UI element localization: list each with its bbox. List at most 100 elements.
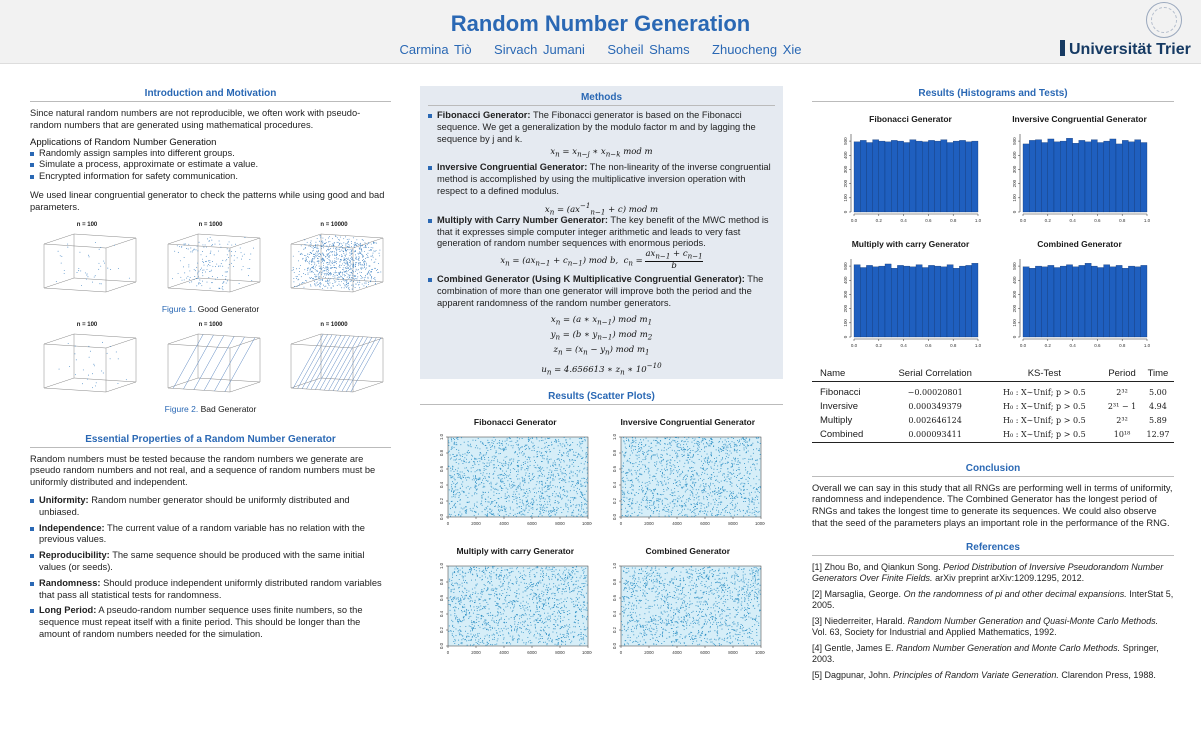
y-tick-label: 200 bbox=[843, 179, 848, 187]
definition: The non-linearity of the inverse congrue… bbox=[437, 162, 771, 196]
y-tick-label: 1.0 bbox=[439, 562, 444, 569]
histogram-bar bbox=[946, 264, 954, 338]
applications-list: Randomly assign samples into different g… bbox=[30, 148, 391, 183]
histogram-bar bbox=[1072, 143, 1079, 213]
author-name: Carmina Tiò bbox=[399, 42, 472, 57]
x-tick-label: 2000 bbox=[644, 521, 654, 526]
y-tick-label: 100 bbox=[843, 194, 848, 202]
histogram-bar bbox=[922, 141, 929, 213]
x-tick-label: 0.4 bbox=[900, 343, 907, 348]
x-tick-label: 1.0 bbox=[975, 343, 982, 348]
definition: A pseudo-random number sequence uses fin… bbox=[39, 605, 363, 639]
panel-title: Inversive Congruential Generator bbox=[1012, 114, 1147, 124]
cell-period: 10¹⁸ bbox=[1113, 429, 1131, 439]
list-item: Simulate a process, approximate or estim… bbox=[30, 159, 391, 171]
x-tick-label: 10000 bbox=[582, 521, 592, 526]
cell-correlation: 0.002646124 bbox=[908, 415, 962, 425]
x-tick-label: 0.2 bbox=[1045, 218, 1052, 223]
y-tick-label: 0.8 bbox=[439, 449, 444, 456]
cube-plot: n = 100 bbox=[30, 322, 144, 400]
y-tick-label: 100 bbox=[843, 319, 848, 327]
university-name: Universität Trier bbox=[1069, 41, 1191, 58]
definition: The current value of a random variable h… bbox=[39, 522, 365, 545]
scatter-points bbox=[620, 565, 761, 646]
histogram-bar bbox=[1029, 268, 1036, 338]
table-header-row: Name Serial Correlation KS-Test Period T… bbox=[812, 366, 1174, 382]
x-tick-label: 6000 bbox=[527, 521, 537, 526]
figure-text: Good Generator bbox=[197, 303, 260, 314]
y-tick-label: 200 bbox=[843, 304, 848, 312]
scatter-plot: 0 2000 4000 6000 8000 10000 0.0 0.2 0.4 0.6 0.8 1.0 bbox=[439, 433, 595, 526]
term: Randomness: bbox=[39, 577, 101, 588]
term: Fibonacci Generator: bbox=[437, 110, 531, 120]
reference-item: [4] Gentle, James E. Random Number Gener… bbox=[812, 642, 1159, 664]
cell-time: 5.89 bbox=[1149, 415, 1167, 425]
reference-list: [1] Zhou Bo, and Qiankun Song. Period Di… bbox=[812, 562, 1174, 681]
y-tick-label: 0.4 bbox=[612, 481, 617, 488]
x-tick-label: 0.0 bbox=[1020, 343, 1027, 348]
plot-caption: n = 10000 bbox=[320, 321, 348, 328]
histogram-bar bbox=[971, 263, 979, 338]
histogram-bar bbox=[1109, 266, 1117, 338]
data-points bbox=[58, 341, 127, 388]
x-tick-label: 0.0 bbox=[851, 343, 858, 348]
cube-plot: n = 1000 bbox=[154, 222, 268, 300]
histogram-bar bbox=[860, 267, 867, 338]
scatter-panel: Combined Generator 0 2000 4000 6000 8000 1000 0… bbox=[605, 540, 772, 667]
cube-plot: n = 100 bbox=[30, 222, 144, 300]
histogram-bar bbox=[1115, 265, 1123, 338]
x-tick-label: 0 bbox=[619, 521, 622, 526]
histogram-bar bbox=[1109, 138, 1117, 213]
x-tick-label: 0.6 bbox=[925, 343, 932, 348]
panel-title: Fibonacci Generator bbox=[869, 114, 952, 124]
histogram-bar bbox=[928, 140, 935, 213]
cube-plot: n = 1000 bbox=[154, 322, 268, 400]
scatter-panel: Fibonacci Generator 0 2000 4000 6000 8000 1000… bbox=[432, 411, 599, 538]
figure-caption: Figure 1. Good Generator bbox=[30, 304, 391, 314]
x-tick-label: 0.8 bbox=[950, 218, 957, 223]
definition: Random number generator should be unifor… bbox=[39, 494, 350, 517]
histogram-bar bbox=[1072, 266, 1079, 338]
y-tick-label: 500 bbox=[1012, 137, 1017, 145]
histogram-chart: 0.0 0.2 0.4 0.6 0.8 1.0 0 100 200 300 400 500 bbox=[843, 134, 982, 223]
x-tick-label: 4000 bbox=[499, 650, 509, 655]
definition: The combination of more than one generat… bbox=[437, 274, 764, 308]
cube-frame bbox=[43, 333, 137, 392]
table-row: Combined 0.000093411 H₀ : X∼Unif; p > 0.… bbox=[812, 428, 1174, 442]
y-tick-label: 500 bbox=[843, 137, 848, 145]
x-tick-label: 1.0 bbox=[975, 218, 982, 223]
histogram-bar bbox=[1084, 141, 1092, 213]
bad-generator-figure: n = 100 n = 1000 n = 10000 bbox=[30, 322, 391, 400]
x-tick-label: 4000 bbox=[672, 650, 682, 655]
y-tick-label: 0.4 bbox=[439, 481, 444, 488]
plane-lines bbox=[292, 333, 382, 392]
x-tick-label: 0.8 bbox=[950, 343, 957, 348]
y-tick-label: 500 bbox=[1012, 262, 1017, 270]
cell-ks: H₀ : X∼Unif; p > 0.5 bbox=[1003, 429, 1086, 439]
figure-text: Bad Generator bbox=[200, 403, 257, 414]
x-tick-label: 0.8 bbox=[1119, 218, 1126, 223]
scatter-grid: Fibonacci Generator 0 2000 4000 6000 8000 1000… bbox=[420, 411, 783, 667]
histogram-bar bbox=[1066, 138, 1073, 213]
panel-title: Fibonacci Generator bbox=[473, 416, 557, 427]
list-item: Randomly assign samples into different g… bbox=[30, 148, 391, 160]
reference-item: [2] Marsaglia, George. On the randomness… bbox=[812, 588, 1174, 610]
histogram-bar bbox=[1053, 267, 1061, 338]
histogram-bar bbox=[853, 141, 861, 213]
term: Inversive Congruential Generator: bbox=[437, 162, 588, 173]
author-list: Carmina Tiò Sirvach Jumani Soheil Shams … bbox=[0, 42, 1201, 57]
x-tick-label: 4000 bbox=[499, 521, 509, 526]
histogram-bar bbox=[878, 140, 886, 213]
section-title: Methods bbox=[428, 90, 775, 106]
x-tick-label: 0 bbox=[619, 650, 622, 655]
right-column: Results (Histograms and Tests) Fibonacci… bbox=[812, 86, 1174, 686]
cell-correlation: 0.000093411 bbox=[908, 429, 962, 439]
y-tick-label: 0.4 bbox=[612, 610, 617, 617]
x-tick-label: 2000 bbox=[471, 521, 481, 526]
formula: xn = (a ∗ xn−1) mod m1 bbox=[550, 314, 653, 327]
university-logo: Universität Trier bbox=[1060, 40, 1191, 59]
y-tick-label: 200 bbox=[1012, 304, 1017, 312]
histogram-bar bbox=[934, 265, 941, 338]
histogram-bar bbox=[1047, 138, 1055, 213]
histogram-chart: 0.0 0.2 0.4 0.6 0.8 1.0 0 100 200 300 400 500 bbox=[1012, 134, 1151, 223]
